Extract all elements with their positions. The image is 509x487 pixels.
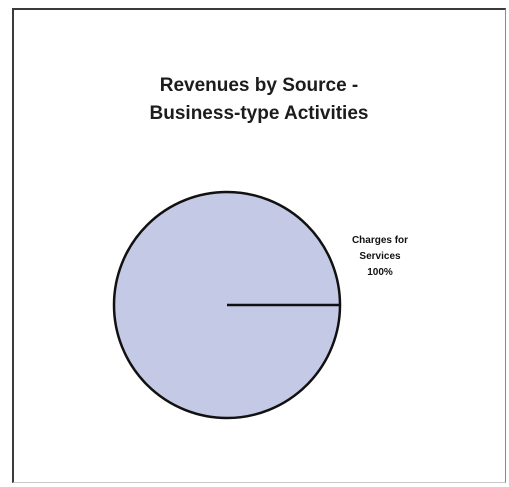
chart-title-line-2: Business-type Activities <box>149 103 369 124</box>
chart-title-line-1: Revenues by Source - <box>159 75 359 96</box>
slice-percent-label: 100% <box>367 267 393 278</box>
slice-label-line-1: Charges for <box>351 235 409 246</box>
slice-label-line-2: Services <box>359 251 401 262</box>
